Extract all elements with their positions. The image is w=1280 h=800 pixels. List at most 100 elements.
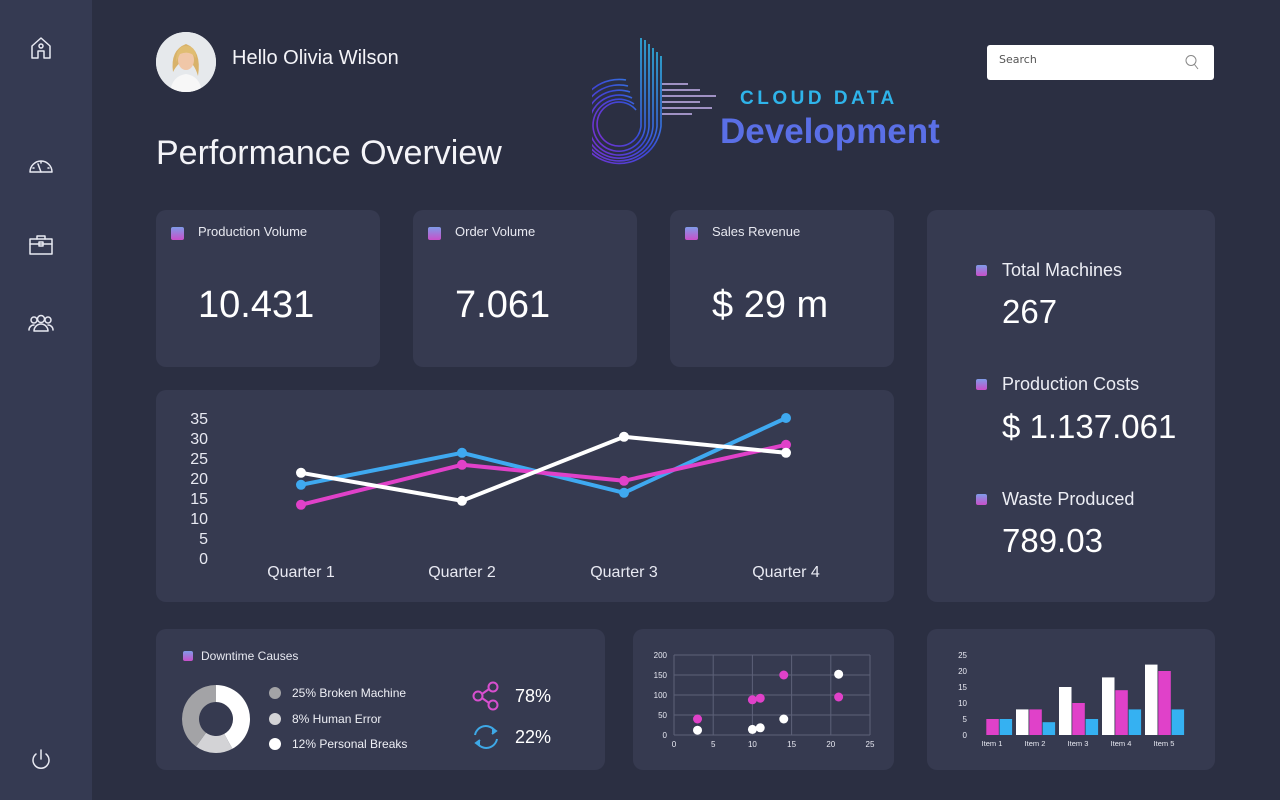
- y-tick-label: 100: [654, 691, 668, 700]
- scatter-chart-card: 0 5 10 15 20 25 0 50 100 150 200: [633, 629, 894, 770]
- y-tick-label: 10: [190, 511, 208, 528]
- bar-pink: [1158, 671, 1171, 735]
- x-tick-label: 20: [826, 740, 835, 749]
- bullet-icon: [183, 651, 193, 661]
- legend-item: 12% Personal Breaks: [269, 737, 407, 751]
- data-point-blue: [457, 447, 467, 458]
- kpi-label: Order Volume: [455, 224, 536, 239]
- stat-label: Production Costs: [1002, 374, 1140, 394]
- legend-item: 25% Broken Machine: [269, 686, 406, 700]
- bullet-icon: [976, 265, 987, 276]
- home-icon[interactable]: [28, 35, 54, 61]
- x-tick-label: Item 4: [1111, 739, 1132, 748]
- bar-white: [1102, 677, 1115, 735]
- stat-label: Total Machines: [1002, 260, 1123, 280]
- x-tick-label: 0: [672, 740, 677, 749]
- share-metric: 78%: [471, 681, 551, 711]
- bullet-icon: [976, 379, 987, 390]
- scatter-point-white: [747, 724, 757, 734]
- kpi-card-production-volume: Production Volume 10.431: [156, 210, 380, 367]
- y-tick-label: 20: [958, 667, 967, 676]
- x-tick-label: Quarter 2: [428, 564, 496, 581]
- data-point-blue: [296, 479, 306, 490]
- downtime-donut-chart: [182, 685, 250, 753]
- brand-line-2: Development: [720, 112, 940, 151]
- search-input[interactable]: [999, 53, 1179, 66]
- legend-item: 8% Human Error: [269, 712, 381, 726]
- refresh-icon: [474, 725, 498, 749]
- briefcase-icon[interactable]: [28, 231, 54, 257]
- x-tick-label: Quarter 1: [267, 564, 335, 581]
- y-tick-label: 50: [658, 711, 667, 720]
- x-tick-label: 10: [748, 740, 757, 749]
- data-point-blue: [619, 487, 629, 498]
- kpi-value: 10.431: [198, 284, 315, 326]
- y-tick-label: 5: [963, 715, 968, 724]
- legend-dot: [269, 738, 281, 750]
- stat-value: 789.03: [1002, 522, 1103, 559]
- bar-pink: [1029, 709, 1042, 735]
- bar-blue: [1171, 709, 1185, 735]
- bar-pink: [1115, 690, 1128, 735]
- bullet-icon: [171, 227, 184, 240]
- refresh-value: 22%: [515, 726, 552, 747]
- bar-chart: 0 5 10 15 20 25 Item 1 Item 2 Item 3 Item 4 Item 5: [958, 651, 1185, 748]
- cloud-data-logo: [592, 38, 716, 165]
- scatter-point-white: [779, 714, 789, 724]
- bar-blue: [999, 719, 1013, 735]
- data-point-white: [296, 467, 306, 478]
- x-tick-label: Quarter 3: [590, 564, 658, 581]
- y-tick-label: 30: [190, 431, 208, 448]
- y-tick-label: 25: [958, 651, 967, 660]
- downtime-card: Downtime Causes 25% Broken Machine 8% Hu…: [156, 629, 605, 770]
- data-point-pink: [457, 459, 467, 470]
- search-icon[interactable]: [1184, 54, 1200, 70]
- x-tick-label: Item 2: [1025, 739, 1046, 748]
- bullet-icon: [685, 227, 698, 240]
- y-tick-label: 5: [199, 531, 208, 548]
- x-tick-label: 15: [787, 740, 796, 749]
- data-point-white: [781, 447, 791, 458]
- x-tick-label: Item 3: [1068, 739, 1089, 748]
- scatter-point-pink: [755, 693, 765, 703]
- y-tick-label: 20: [190, 471, 208, 488]
- legend-dot: [269, 713, 281, 725]
- bullet-icon: [976, 494, 987, 505]
- bar-white: [1016, 709, 1029, 735]
- kpi-value: $ 29 m: [712, 284, 829, 326]
- scatter-point-pink: [779, 670, 789, 680]
- donut-slice: [182, 685, 216, 747]
- line-chart: 0 5 10 15 20 25 30 35 Quarter 1 Quarter 2 Quarter …: [190, 411, 820, 581]
- search-box[interactable]: [987, 45, 1214, 80]
- sidebar: [0, 0, 92, 800]
- bar-pink: [1072, 703, 1085, 735]
- donut-slice: [196, 732, 233, 753]
- kpi-label: Production Volume: [198, 224, 308, 239]
- x-tick-label: 25: [866, 740, 875, 749]
- scatter-point-pink: [693, 714, 703, 724]
- dashboard-gauge-icon[interactable]: [28, 152, 54, 178]
- y-tick-label: 15: [190, 491, 208, 508]
- line-chart-card: 0 5 10 15 20 25 30 35 Quarter 1 Quarter 2 Quarter …: [156, 390, 894, 602]
- y-tick-label: 0: [963, 731, 968, 740]
- x-tick-label: Item 1: [982, 739, 1003, 748]
- series-line-white: [300, 434, 787, 503]
- bar-blue: [1042, 722, 1056, 735]
- legend-dot: [269, 687, 281, 699]
- scatter-point-white: [693, 725, 703, 735]
- x-tick-label: Quarter 4: [752, 564, 820, 581]
- brand-line-1: CLOUD DATA: [740, 88, 898, 109]
- x-tick-label: Item 5: [1154, 739, 1175, 748]
- users-icon[interactable]: [28, 310, 54, 336]
- bullet-icon: [428, 227, 441, 240]
- data-point-white: [457, 495, 467, 506]
- avatar[interactable]: [156, 32, 216, 92]
- bar-chart-card: 0 5 10 15 20 25 Item 1 Item 2 Item 3 Item 4 Item 5: [927, 629, 1215, 770]
- share-value: 78%: [515, 685, 552, 706]
- scatter-point-pink: [747, 695, 757, 705]
- power-icon[interactable]: [28, 747, 54, 773]
- series-line-blue: [300, 416, 787, 495]
- share-icon: [472, 681, 499, 711]
- stat-value: 267: [1002, 293, 1058, 330]
- x-tick-label: 5: [711, 740, 716, 749]
